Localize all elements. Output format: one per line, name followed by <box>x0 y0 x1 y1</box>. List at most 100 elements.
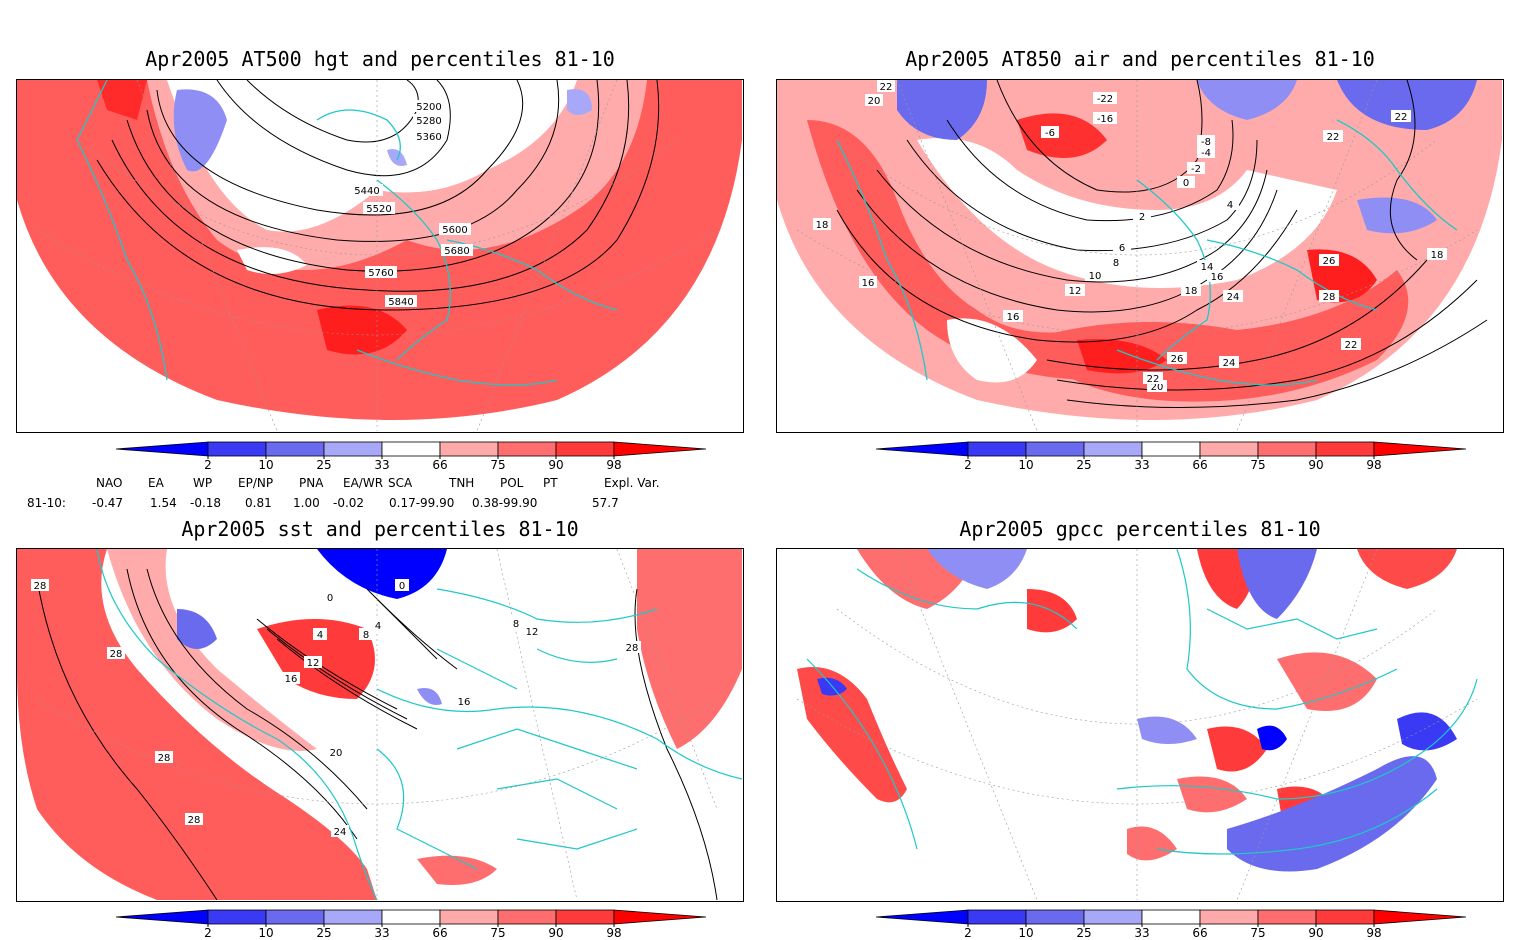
svg-text:28: 28 <box>1323 292 1336 303</box>
svg-text:20: 20 <box>868 96 881 107</box>
contour-label: 0 <box>323 591 337 604</box>
colorbar-tick-label: 75 <box>1250 926 1265 940</box>
svg-text:-6: -6 <box>1045 128 1055 139</box>
colorbar-segment <box>381 909 441 925</box>
percentile-blue <box>927 549 1027 589</box>
contour-label: 5680 <box>441 244 473 257</box>
svg-text:22: 22 <box>1327 132 1340 143</box>
colorbar-tick-label: 10 <box>258 926 273 940</box>
contour-label: 10 <box>1085 269 1105 282</box>
contour-label: 28 <box>31 579 49 592</box>
contour-label: 28 <box>107 647 125 660</box>
percentile-blue <box>387 149 407 166</box>
svg-text:0: 0 <box>327 593 333 604</box>
svg-text:24: 24 <box>1227 292 1240 303</box>
contour-label: 20 <box>865 94 883 107</box>
colorbar-hgt: 2 10 25 33 66 75 90 98 <box>115 440 707 472</box>
svg-text:16: 16 <box>458 697 471 708</box>
svg-text:-2: -2 <box>1191 164 1201 175</box>
colorbar-segment <box>1315 441 1375 457</box>
colorbar-tick-label: 66 <box>1192 926 1207 940</box>
contour-label: -22 <box>1093 92 1117 105</box>
svg-text:-22: -22 <box>1097 94 1113 105</box>
colorbar-segment <box>1025 441 1085 457</box>
colorbar-segment <box>265 909 325 925</box>
colorbar-segment <box>497 441 557 457</box>
svg-text:14: 14 <box>1201 262 1214 273</box>
colorbar-arrow-high <box>1373 441 1467 457</box>
colorbar-segment <box>323 909 383 925</box>
colorbar-segment <box>439 909 499 925</box>
colorbar-segment <box>1257 909 1317 925</box>
percentile-pink <box>107 549 317 751</box>
contour-label: 5600 <box>439 223 471 236</box>
svg-text:28: 28 <box>34 581 47 592</box>
map-panel-air: 22 20 18 16 -22 -16 -6 -8 -4 -2 0 2 4 6 … <box>776 79 1504 433</box>
contour-label: 8 <box>509 617 523 630</box>
colorbar-tick-label: 90 <box>1308 926 1323 940</box>
svg-text:6: 6 <box>1119 243 1125 254</box>
svg-text:5600: 5600 <box>442 225 467 236</box>
svg-text:18: 18 <box>1431 250 1444 261</box>
percentile-red-strong <box>317 305 407 355</box>
colorbar-tick-label: 10 <box>1018 458 1033 472</box>
percentile-white <box>237 247 307 274</box>
svg-text:12: 12 <box>1069 286 1082 297</box>
index-header: PNA <box>299 476 324 490</box>
percentile-red <box>1177 776 1247 813</box>
percentile-blue <box>897 80 987 140</box>
colorbar-segment <box>207 441 267 457</box>
colorbar-tick-label: 2 <box>964 926 972 940</box>
contour-labels-air: 22 20 18 16 -22 -16 -6 -8 -4 -2 0 2 4 6 … <box>813 80 1447 393</box>
percentile-blue <box>1197 80 1297 120</box>
svg-text:5440: 5440 <box>354 186 379 197</box>
colorbar-segment <box>1257 441 1317 457</box>
colorbar-segment <box>1315 909 1375 925</box>
colorbar-tick-label: 98 <box>606 458 621 472</box>
contour-label: -2 <box>1187 162 1205 175</box>
colorbar-tick-label: 10 <box>258 458 273 472</box>
svg-text:5360: 5360 <box>416 132 441 143</box>
percentile-blue <box>1337 80 1477 130</box>
colorbar-segment <box>555 441 615 457</box>
map-air-svg: 22 20 18 16 -22 -16 -6 -8 -4 -2 0 2 4 6 … <box>777 80 1502 431</box>
percentile-white <box>167 80 577 232</box>
svg-text:16: 16 <box>1007 312 1020 323</box>
contour-label: 28 <box>185 813 203 826</box>
colorbar-tick-label: 90 <box>548 458 563 472</box>
percentile-blue <box>567 89 592 115</box>
svg-text:20: 20 <box>1151 382 1164 393</box>
colorbar-segment <box>497 909 557 925</box>
svg-text:0: 0 <box>1183 178 1189 189</box>
percentile-blue <box>173 89 227 172</box>
percentile-blue <box>1237 549 1317 619</box>
colorbar-tick-label: 75 <box>490 458 505 472</box>
svg-text:22: 22 <box>880 82 893 93</box>
svg-text:-8: -8 <box>1201 137 1211 148</box>
svg-text:16: 16 <box>285 674 298 685</box>
percentile-pink <box>417 855 497 885</box>
panel-title-hgt: Apr2005 AT500 hgt and percentiles 81-10 <box>145 47 615 71</box>
panel-title-sst: Apr2005 sst and percentiles 81-10 <box>181 517 579 541</box>
svg-text:24: 24 <box>1223 358 1236 369</box>
svg-text:12: 12 <box>526 627 539 638</box>
contour-label: 16 <box>1207 270 1227 283</box>
contour-label: 5360 <box>413 130 445 143</box>
svg-text:5280: 5280 <box>416 116 441 127</box>
colorbar-tick-label: 2 <box>204 926 212 940</box>
contour-label: 24 <box>1219 356 1239 369</box>
percentile-red <box>1207 726 1267 772</box>
contour-label: 12 <box>523 625 541 638</box>
svg-text:5680: 5680 <box>444 246 469 257</box>
contour-label: 22 <box>1391 110 1411 123</box>
contour-label: 22 <box>1323 130 1343 143</box>
svg-text:5840: 5840 <box>388 297 413 308</box>
contour-label: 5200 <box>413 100 445 113</box>
contour-label: 5840 <box>385 295 417 308</box>
contour-label: 0 <box>395 579 409 592</box>
percentile-blue <box>417 688 442 705</box>
contour-label: 24 <box>331 825 349 838</box>
colorbar-tick-label: 25 <box>316 458 331 472</box>
colorbar-segment <box>1025 909 1085 925</box>
index-value: 1.00 <box>293 496 320 510</box>
